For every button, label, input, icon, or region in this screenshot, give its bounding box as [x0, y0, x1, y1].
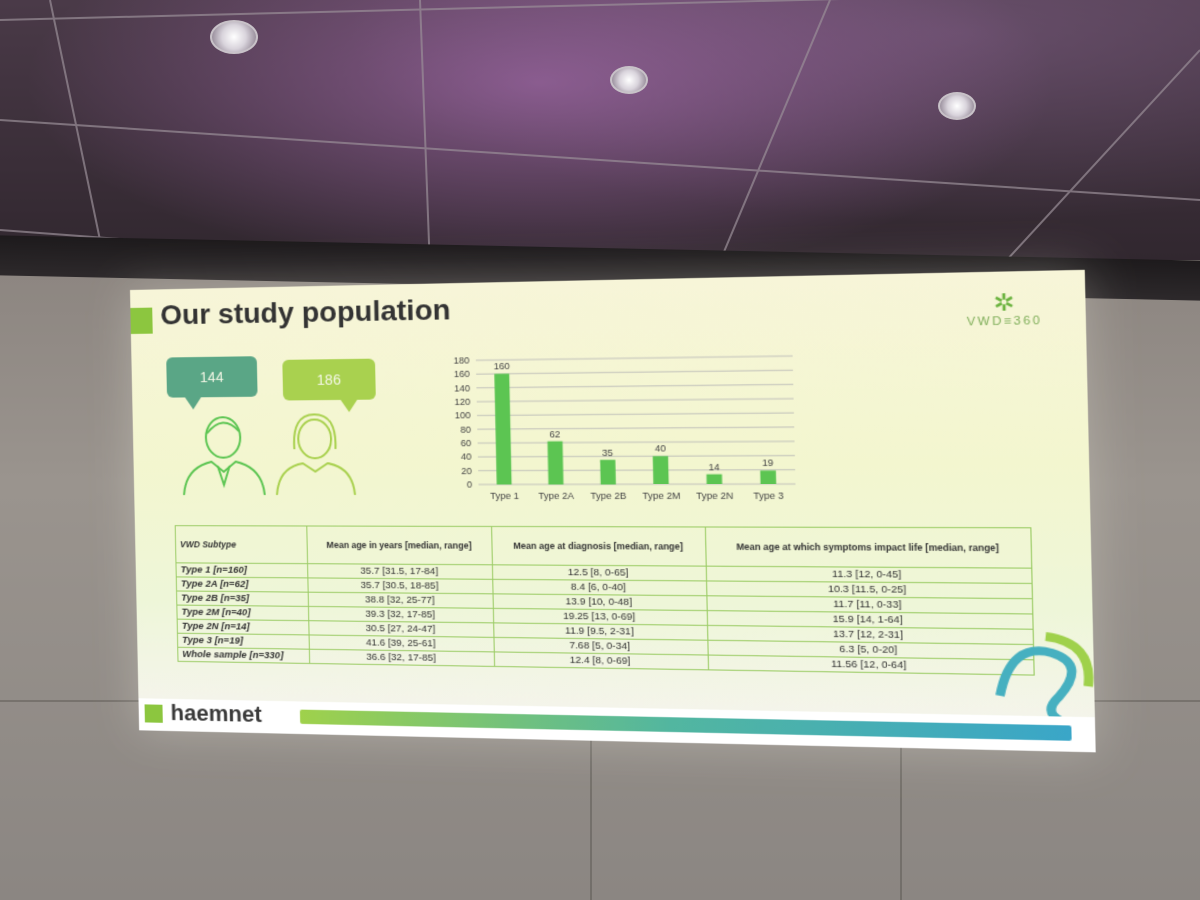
x-tick-label: Type 3 — [753, 490, 783, 501]
y-tick-label: 80 — [460, 424, 471, 434]
y-tick-label: 40 — [461, 452, 472, 462]
subtype-cell: Type 1 [n=160] — [176, 563, 308, 578]
header-subtype: VWD Subtype — [175, 526, 307, 564]
ceiling-light — [610, 66, 648, 94]
header-age-symptoms: Mean age at which symptoms impact life [… — [705, 527, 1032, 568]
bar-chart: 0 20 40 60 80 100 120 140 160 180 160 Type 1 62 Type … — [437, 340, 811, 511]
value-cell: 12.4 [8, 0-69] — [494, 652, 709, 670]
people-illustration — [162, 408, 367, 500]
subtype-cell: Whole sample [n=330] — [178, 647, 310, 663]
brand-logo-icon: ✲ — [951, 290, 1057, 316]
grid-line — [478, 441, 795, 443]
x-tick-label: Type 1 — [490, 491, 519, 501]
y-tick-label: 60 — [461, 438, 472, 448]
male-person-icon — [182, 417, 264, 495]
header-age-diagnosis: Mean age at diagnosis [median, range] — [491, 526, 706, 566]
grid-line — [478, 456, 795, 457]
grid-line — [477, 399, 794, 402]
grid-line — [477, 413, 794, 416]
value-cell: 36.6 [32, 17-85] — [309, 649, 494, 666]
value-cell: 12.5 [8, 0-65] — [492, 565, 706, 581]
ceiling-light — [210, 20, 258, 54]
bar — [653, 456, 669, 484]
bar-value-label: 19 — [762, 458, 773, 469]
brand-logo: ✲ VWD≡360 — [951, 290, 1057, 329]
footer-logo: haemnet — [170, 700, 262, 728]
y-tick-label: 160 — [454, 369, 470, 380]
header-mean-age: Mean age in years [median, range] — [307, 526, 492, 565]
title-accent — [130, 308, 152, 334]
subtype-cell: Type 2M [n=40] — [177, 605, 309, 621]
footer-accent — [145, 704, 163, 722]
y-tick-label: 20 — [461, 465, 472, 475]
x-tick-label: Type 2A — [538, 491, 574, 501]
x-tick-label: Type 2B — [590, 491, 626, 502]
grid-line — [477, 427, 794, 429]
female-count: 186 — [317, 371, 341, 388]
bar — [760, 471, 776, 485]
male-count: 144 — [200, 369, 224, 385]
female-person-icon — [275, 414, 355, 495]
brand-name: VWD≡360 — [952, 314, 1058, 329]
y-tick-label: 0 — [467, 479, 473, 489]
bar — [494, 374, 511, 485]
bar — [706, 474, 722, 484]
female-count-bubble: 186 — [282, 359, 376, 401]
bar-value-label: 160 — [494, 361, 510, 372]
grid-line — [476, 384, 793, 387]
projected-slide: Our study population ✲ VWD≡360 144 186 0… — [130, 270, 1096, 753]
bar-value-label: 35 — [602, 447, 613, 458]
x-tick-label: Type 2N — [696, 490, 733, 501]
stats-table: VWD Subtype Mean age in years [median, r… — [175, 525, 1035, 675]
y-tick-label: 120 — [454, 397, 470, 408]
y-tick-label: 100 — [455, 410, 471, 421]
bar — [600, 460, 616, 484]
subtype-cell: Type 2B [n=35] — [177, 591, 309, 606]
grid-line — [476, 370, 793, 374]
bar-value-label: 62 — [549, 429, 560, 440]
y-tick-label: 140 — [454, 383, 470, 394]
bar-value-label: 40 — [655, 443, 666, 454]
slide-title: Our study population — [160, 294, 451, 332]
table-header-row: VWD Subtype Mean age in years [median, r… — [175, 526, 1032, 568]
grid-line — [476, 356, 793, 360]
subtype-cell: Type 2A [n=62] — [176, 577, 308, 592]
x-tick-label: Type 2M — [642, 490, 680, 501]
bar — [547, 441, 563, 484]
bar-value-label: 14 — [708, 461, 719, 472]
value-cell: 35.7 [31.5, 17-84] — [308, 564, 493, 580]
grid-line — [478, 470, 795, 471]
y-tick-label: 180 — [453, 355, 469, 366]
ceiling-light — [938, 92, 976, 120]
male-count-bubble: 144 — [166, 356, 257, 397]
